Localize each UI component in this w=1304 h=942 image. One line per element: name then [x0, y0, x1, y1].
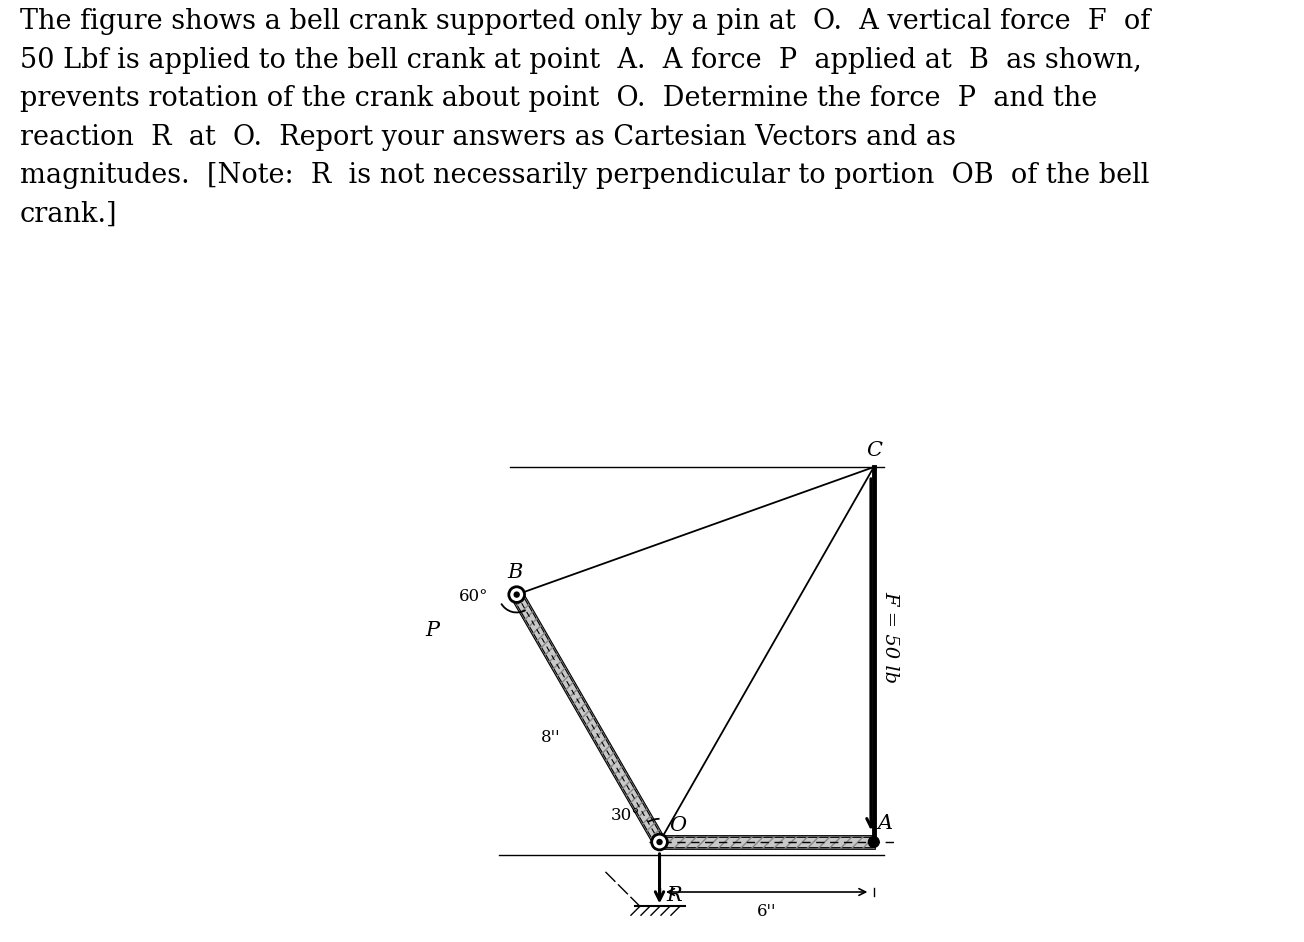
Circle shape [657, 839, 662, 845]
Text: C: C [866, 441, 882, 460]
Text: R: R [666, 886, 682, 905]
Text: B: B [507, 563, 523, 582]
Polygon shape [660, 836, 874, 848]
Text: 8'': 8'' [541, 729, 561, 746]
Polygon shape [511, 592, 665, 845]
Text: 6'': 6'' [756, 902, 776, 919]
Text: F = 50 lb: F = 50 lb [880, 591, 898, 683]
Text: The figure shows a bell crank supported only by a pin at  O.  A vertical force  : The figure shows a bell crank supported … [20, 8, 1150, 228]
Circle shape [868, 836, 879, 848]
Text: O: O [669, 816, 687, 835]
Circle shape [652, 835, 668, 850]
Text: 30°: 30° [610, 806, 640, 823]
Text: 60°: 60° [459, 588, 489, 605]
Circle shape [514, 593, 519, 597]
Text: P: P [425, 621, 439, 640]
Circle shape [509, 587, 524, 603]
Text: A: A [878, 814, 893, 833]
